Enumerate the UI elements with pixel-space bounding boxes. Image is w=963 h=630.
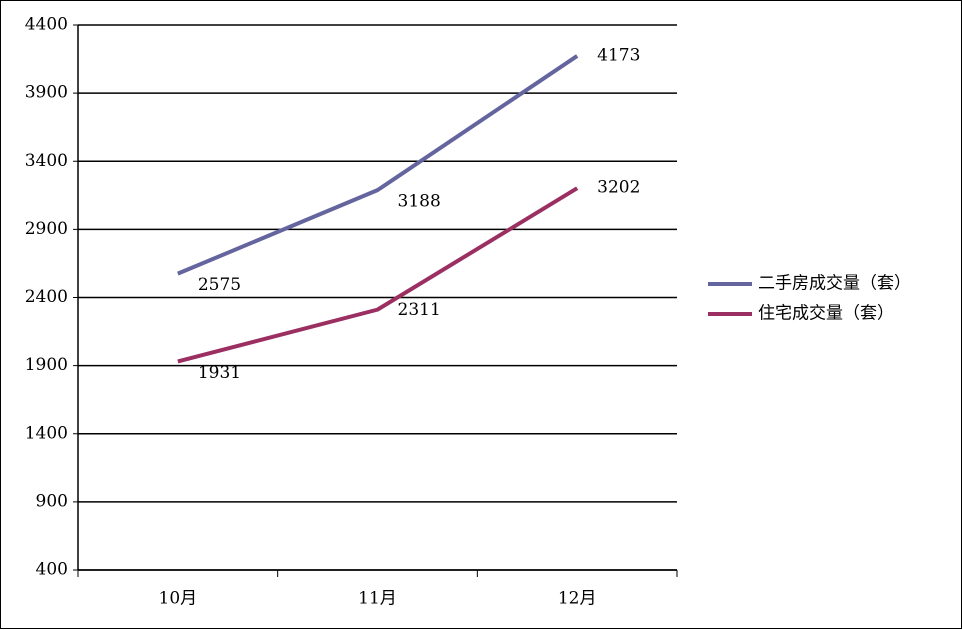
y-tick-label: 2400 [25, 287, 68, 307]
y-tick-label: 2900 [25, 219, 68, 239]
data-label: 3202 [597, 178, 640, 198]
legend-label: 住宅成交量（套） [758, 304, 894, 324]
x-tick-label: 10月 [159, 589, 198, 609]
data-label: 1931 [198, 363, 241, 383]
y-tick-label: 3400 [25, 151, 68, 171]
data-label: 2311 [398, 300, 441, 320]
series-line [177, 186, 579, 364]
data-label: 3188 [398, 192, 441, 212]
series-line [177, 54, 579, 276]
x-tick-label: 11月 [358, 589, 397, 609]
y-tick-label: 3900 [25, 83, 68, 103]
y-tick-label: 4400 [25, 15, 68, 35]
data-label: 4173 [597, 45, 640, 65]
legend-label: 二手房成交量（套） [758, 274, 911, 294]
x-tick-label: 12月 [558, 589, 597, 609]
y-tick-label: 1900 [25, 355, 68, 375]
y-tick-label: 900 [36, 491, 68, 511]
y-tick-label: 1400 [25, 423, 68, 443]
data-label: 2575 [198, 275, 241, 295]
y-tick-label: 400 [36, 560, 68, 580]
